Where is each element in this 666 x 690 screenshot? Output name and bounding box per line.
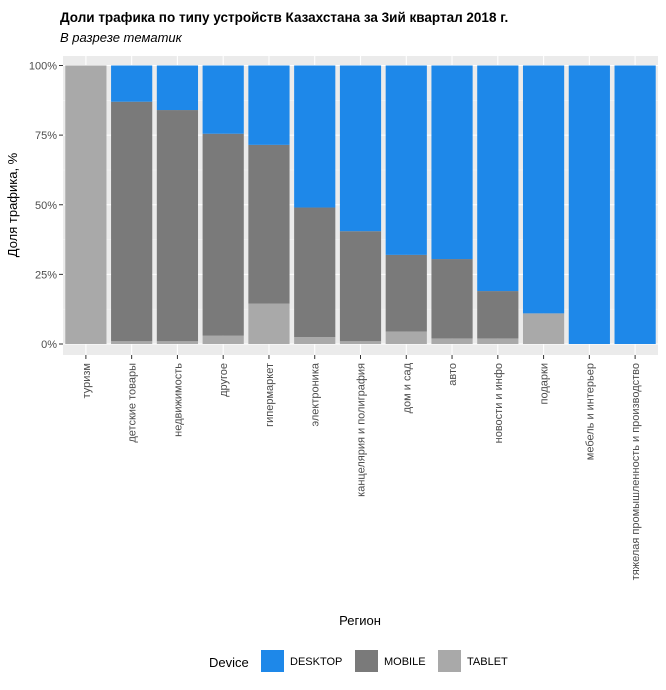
bar-segment-desktop <box>568 65 610 344</box>
bar-segment-desktop <box>431 65 473 260</box>
bar-segment-mobile <box>294 207 336 338</box>
chart-title: Доли трафика по типу устройств Казахстан… <box>60 10 508 25</box>
y-axis: 0% 25% 50% 75% 100% <box>29 61 63 351</box>
x-tick-label: подарки <box>539 363 551 404</box>
bar-segment-mobile <box>111 101 153 342</box>
bar-segment-desktop <box>477 65 519 292</box>
y-axis-label: Доля трафика, % <box>5 152 20 257</box>
bar-segment-desktop <box>294 65 336 208</box>
x-tick-label: тяжелая промышленность и производство <box>630 363 642 580</box>
bar-segment-tablet <box>339 341 382 344</box>
x-axis-label: Регион <box>339 613 381 628</box>
bar-segment-tablet <box>202 335 244 344</box>
x-tick-label: гипермаркет <box>264 363 276 427</box>
legend-key-tablet <box>438 650 461 672</box>
y-tick-label: 100% <box>29 61 57 73</box>
legend-title: Device <box>209 655 249 670</box>
bar-segment-tablet <box>385 331 427 344</box>
legend-label-mobile: MOBILE <box>384 656 426 668</box>
bar-segment-mobile <box>339 231 382 342</box>
y-tick-label: 75% <box>35 130 57 142</box>
bar-segment-mobile <box>156 110 199 342</box>
x-tick-label: канцелярия и полиграфия <box>356 363 368 497</box>
legend-key-mobile <box>355 650 378 672</box>
bar-segment-tablet <box>294 337 336 344</box>
bar-segment-tablet <box>156 341 199 344</box>
bar-segment-desktop <box>614 65 656 344</box>
bar-segment-desktop <box>385 65 427 255</box>
bar-segment-desktop <box>339 65 382 232</box>
x-tick-label: новости и инфо <box>493 363 505 443</box>
legend: Device DESKTOP MOBILE TABLET <box>209 650 508 672</box>
bar-segment-mobile <box>202 133 244 336</box>
bar-segment-tablet <box>431 338 473 344</box>
y-tick-label: 50% <box>35 200 57 212</box>
x-tick-label: другое <box>218 363 230 397</box>
x-axis: туризм детские товары недвижимость другое ги… <box>81 355 642 580</box>
x-tick-label: дом и сад <box>401 362 413 413</box>
bar-segment-tablet <box>477 338 519 344</box>
x-tick-label: авто <box>447 363 459 386</box>
bar-segment-mobile <box>385 254 427 332</box>
bar-segment-tablet <box>111 341 153 344</box>
bar-segment-tablet <box>65 65 107 344</box>
bars <box>65 65 656 344</box>
bar-segment-desktop <box>202 65 244 134</box>
bar-segment-tablet <box>522 313 565 344</box>
chart-subtitle: В разрезе тематик <box>60 30 183 45</box>
x-tick-label: туризм <box>81 363 93 398</box>
bar-segment-mobile <box>431 259 473 339</box>
x-tick-label: детские товары <box>127 363 139 443</box>
bar-segment-mobile <box>477 291 519 339</box>
legend-label-desktop: DESKTOP <box>290 656 342 668</box>
bar-segment-desktop <box>111 65 153 102</box>
legend-key-desktop <box>261 650 284 672</box>
x-tick-label: недвижимость <box>172 363 184 437</box>
x-tick-label: электроника <box>310 362 322 426</box>
bar-segment-desktop <box>522 65 565 314</box>
bar-segment-mobile <box>248 144 290 304</box>
bar-segment-tablet <box>248 303 290 344</box>
legend-label-tablet: TABLET <box>467 656 508 668</box>
y-tick-label: 25% <box>35 269 57 281</box>
bar-segment-desktop <box>156 65 199 111</box>
y-tick-label: 0% <box>41 339 57 351</box>
bar-segment-desktop <box>248 65 290 145</box>
x-tick-label: мебель и интерьер <box>584 363 596 460</box>
